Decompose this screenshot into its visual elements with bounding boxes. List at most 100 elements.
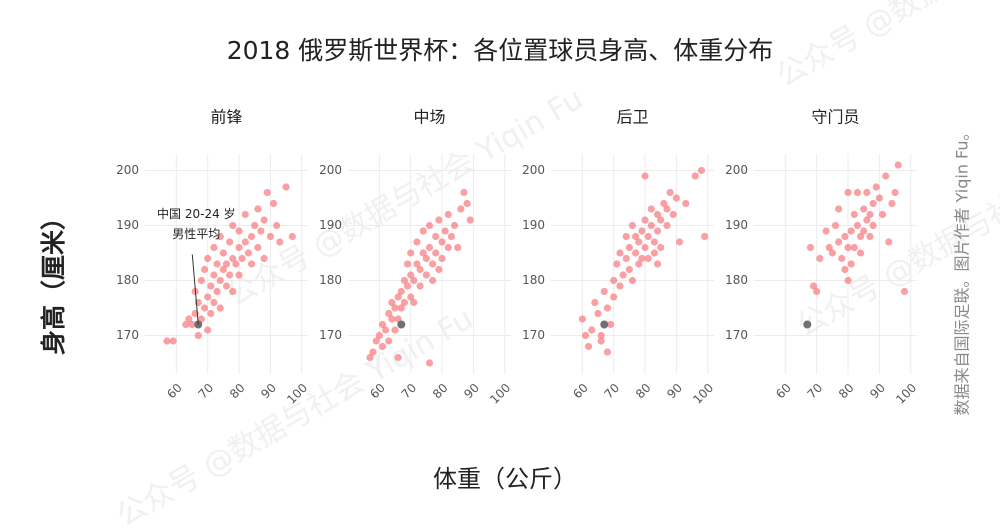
- point: [419, 227, 427, 235]
- point: [578, 315, 586, 323]
- point: [866, 210, 874, 219]
- point: [378, 320, 387, 329]
- y-tick-label: 200: [522, 163, 545, 177]
- point: [675, 238, 684, 246]
- point: [863, 188, 871, 197]
- point: [653, 210, 662, 219]
- point: [853, 221, 862, 230]
- point: [397, 287, 405, 296]
- point: [185, 315, 193, 323]
- point: [460, 188, 468, 197]
- x-tick-label: 90: [664, 381, 685, 402]
- point: [644, 232, 652, 241]
- point: [641, 243, 649, 252]
- point: [222, 282, 231, 290]
- point: [863, 216, 871, 224]
- watermarks: 公众号 @数据与社会 Yiqin Fu 公众号 @数据与社会 Yiqin Fu …: [111, 0, 1000, 532]
- point: [213, 287, 221, 296]
- point: [644, 254, 652, 263]
- point: [613, 260, 621, 268]
- point: [247, 260, 256, 268]
- chart-title: 2018 俄罗斯世界杯：各位置球员身高、体重分布: [227, 36, 774, 65]
- point: [254, 205, 262, 213]
- point: [835, 205, 843, 213]
- point: [200, 265, 209, 274]
- x-tick-label: 70: [196, 381, 217, 402]
- point: [666, 188, 674, 197]
- point: [891, 188, 899, 197]
- point: [213, 260, 221, 268]
- point: [700, 232, 709, 241]
- point: [378, 342, 387, 351]
- point: [229, 287, 237, 296]
- watermark: 公众号 @数据与社会 Yiqin Fu: [771, 0, 1000, 94]
- reference-point: [397, 320, 406, 329]
- point: [650, 249, 659, 257]
- point: [650, 238, 659, 246]
- point: [419, 249, 427, 257]
- point: [207, 282, 215, 290]
- point: [632, 232, 640, 241]
- point: [628, 221, 637, 230]
- point: [229, 221, 237, 230]
- point: [226, 271, 234, 279]
- y-axis-label: 身高（厘米）: [39, 205, 68, 355]
- y-tick-label: 190: [522, 218, 545, 232]
- point: [251, 221, 259, 230]
- point: [847, 260, 855, 268]
- point: [457, 205, 465, 213]
- y-tick-label: 190: [116, 218, 139, 232]
- point: [222, 260, 231, 268]
- x-tick-label: 70: [805, 381, 826, 402]
- point: [407, 293, 415, 301]
- point: [407, 249, 415, 257]
- point: [432, 232, 440, 241]
- point: [619, 271, 627, 279]
- point: [850, 210, 858, 219]
- x-tick-label: 90: [867, 381, 888, 402]
- point: [416, 265, 424, 274]
- point: [197, 276, 206, 285]
- point: [400, 276, 409, 285]
- x-tick-label: 80: [633, 381, 654, 402]
- point: [276, 238, 284, 246]
- point: [410, 276, 418, 285]
- point: [860, 227, 868, 235]
- point: [463, 199, 471, 208]
- point: [257, 227, 265, 235]
- panel-title: 前锋: [210, 108, 242, 127]
- point: [581, 331, 590, 340]
- point: [416, 282, 424, 290]
- point: [828, 249, 836, 257]
- y-tick-label: 170: [725, 328, 748, 342]
- panel-title: 后卫: [616, 108, 648, 127]
- point: [657, 243, 665, 252]
- x-tick-label: 70: [602, 381, 623, 402]
- point: [588, 326, 596, 334]
- point: [885, 238, 893, 246]
- point: [241, 238, 249, 246]
- point: [210, 298, 218, 307]
- y-tick-label: 200: [319, 163, 342, 177]
- point: [610, 276, 618, 285]
- point: [591, 298, 599, 307]
- point: [407, 271, 415, 279]
- point: [816, 254, 824, 263]
- point: [235, 271, 243, 279]
- point: [450, 221, 459, 230]
- point: [429, 276, 437, 285]
- point: [429, 260, 437, 268]
- point: [882, 172, 890, 180]
- point: [413, 260, 421, 268]
- point: [216, 304, 224, 312]
- point: [856, 232, 865, 241]
- point: [853, 188, 862, 197]
- point: [697, 166, 706, 175]
- point: [866, 232, 874, 241]
- point: [438, 238, 446, 246]
- x-tick-label: 80: [836, 381, 857, 402]
- point: [663, 221, 671, 230]
- point: [400, 298, 409, 307]
- point: [628, 276, 637, 285]
- y-tick-label: 200: [725, 163, 748, 177]
